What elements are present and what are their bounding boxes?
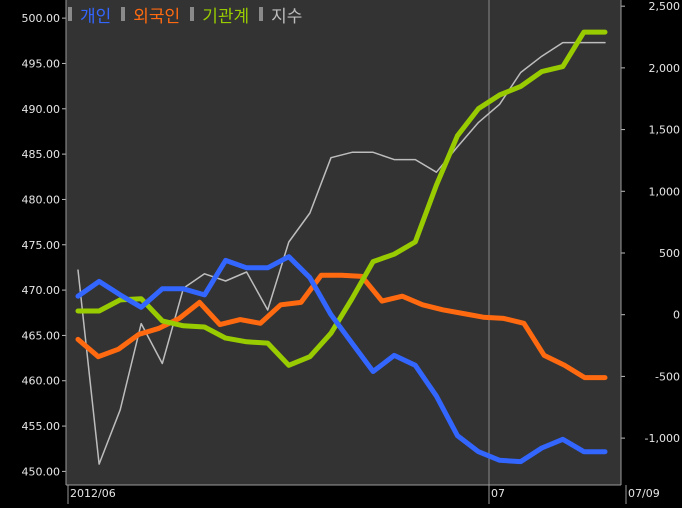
series-line-2 — [75, 29, 608, 368]
legend-label: 개인 — [80, 6, 112, 27]
legend-marker — [121, 7, 126, 21]
legend-item: 기관계 — [190, 2, 249, 27]
legend-label: 외국인 — [133, 6, 181, 27]
x-axis-tick-label: 07 — [491, 487, 505, 500]
right-axis-tick-label: -1,000 — [645, 432, 680, 445]
legend-marker — [68, 7, 72, 21]
left-axis-tick-label: 460.00 — [22, 375, 61, 388]
right-axis-tick-label: 2,500 — [649, 0, 681, 13]
left-axis-tick-label: 450.00 — [22, 465, 61, 478]
right-axis-tick-label: -500 — [655, 370, 680, 383]
legend-item: 외국인 — [121, 2, 180, 27]
legend-marker — [259, 7, 264, 21]
right-axis-tick-label: 1,500 — [649, 124, 681, 137]
legend-label: 지수 — [271, 6, 303, 27]
left-axis-tick-label: 500.00 — [22, 12, 61, 25]
legend-item: 지수 — [259, 2, 302, 27]
chart-legend: 개인 외국인 기관계 지수 — [68, 2, 308, 27]
left-axis-tick-label: 470.00 — [22, 284, 61, 297]
right-axis-tick-label: 0 — [673, 309, 680, 322]
legend-label: 기관계 — [202, 6, 250, 27]
series-line-3 — [77, 41, 606, 465]
right-axis-tick-label: 1,000 — [649, 185, 681, 198]
left-axis-tick-label: 495.00 — [22, 57, 61, 70]
right-axis-tick-label: 2,000 — [649, 62, 681, 75]
left-axis-tick-label: 455.00 — [22, 420, 61, 433]
series-line-1 — [75, 272, 608, 381]
x-axis-tick-label: 07/09 — [628, 487, 660, 500]
legend-marker — [190, 7, 195, 21]
series-line-0 — [75, 254, 608, 465]
x-axis-tick-label: 2012/06 — [70, 487, 116, 500]
legend-item: 개인 — [68, 2, 111, 27]
left-axis-tick-label: 480.00 — [22, 193, 61, 206]
left-axis-tick-label: 475.00 — [22, 239, 61, 252]
right-axis-tick-label: 500 — [659, 247, 680, 260]
left-axis-tick-label: 485.00 — [22, 148, 61, 161]
left-axis-tick-label: 490.00 — [22, 103, 61, 116]
left-axis-tick-label: 465.00 — [22, 329, 61, 342]
